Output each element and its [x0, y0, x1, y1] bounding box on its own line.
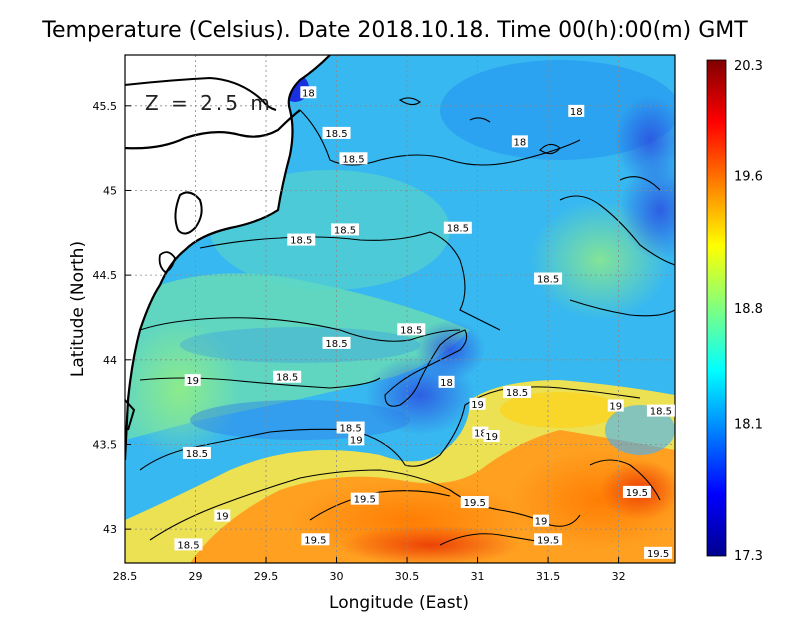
contour-label-bg [350, 492, 379, 505]
contour-label: 18.5 [325, 339, 347, 350]
contour-label: 19.5 [626, 488, 648, 499]
contour-label-bg [534, 533, 563, 546]
contour-label-bg [646, 404, 675, 417]
contour-label-bg [397, 323, 426, 336]
contour-label-bg [322, 126, 351, 139]
contour-label-bg [331, 223, 359, 236]
x-tick-label: 32 [612, 570, 626, 583]
contour-label-bg [534, 272, 563, 285]
contour-label: 18.5 [506, 388, 528, 399]
x-tick-label: 29 [189, 570, 203, 583]
contour-label: 18.5 [325, 129, 347, 140]
contour-label-bg [483, 430, 500, 442]
contour-label: 19.5 [354, 495, 376, 506]
colorbar-tick-label: 17.3 [734, 549, 763, 564]
contour-label-bg [184, 374, 201, 387]
contour-label-bg [644, 546, 673, 559]
contour-label: 19.5 [464, 498, 486, 509]
contour-label-bg [301, 533, 330, 546]
contour-label-bg [273, 370, 302, 383]
plot-frame [124, 54, 676, 564]
contour-label: 18 [514, 137, 527, 148]
contour-label-bg [607, 399, 624, 412]
colorbar-tick-label: 20.3 [734, 59, 763, 74]
contour-label: 19 [471, 400, 484, 411]
contour-labels: 18 18 18.5 18 18.5 18.5 18.5 18.5 18.5 18.5 18.5 18… [174, 86, 675, 560]
x-axis-ticks: 28.5 29 29.5 30 30.5 31 31.5 32 [113, 557, 626, 583]
contour-label: 18.5 [186, 449, 208, 460]
contour-label: 18.5 [447, 224, 469, 235]
colorbar: 20.3 19.6 18.8 18.1 17.3 [706, 59, 763, 564]
contour-label: 19.5 [647, 549, 669, 560]
contour-label: 19 [350, 435, 363, 446]
contour-label: 19 [609, 402, 622, 413]
x-tick-label: 30.5 [395, 570, 420, 583]
y-tick-label: 43 [103, 523, 117, 536]
x-tick-label: 31.5 [536, 570, 561, 583]
contour-label-bg [469, 397, 486, 410]
colorbar-scale [706, 59, 727, 557]
contour-label-bg [622, 485, 651, 498]
contour-label-bg [336, 421, 365, 434]
contour-label: 18.5 [290, 236, 312, 247]
colorbar-ticks: 20.3 19.6 18.8 18.1 17.3 [734, 59, 763, 564]
y-tick-label: 45 [103, 184, 117, 197]
contour-label: 18.5 [400, 325, 422, 336]
contour-label: 19.5 [537, 535, 559, 546]
y-tick-label: 43.5 [93, 438, 118, 451]
x-tick-label: 28.5 [113, 570, 138, 583]
y-axis-ticks: 43 43.5 44 44.5 45 45.5 [93, 100, 131, 536]
contour-label: 18.5 [650, 407, 672, 418]
x-tick-label: 31 [471, 570, 485, 583]
y-tick-label: 44 [103, 354, 117, 367]
contour-label-bg [287, 233, 316, 246]
contour-label: 18 [474, 429, 487, 440]
contour-label-bg [503, 385, 532, 398]
depth-label: Z = 2.5 m [145, 91, 273, 115]
contour-label-bg [322, 336, 351, 349]
contour-label: 18.5 [340, 424, 362, 435]
contour-label-bg [214, 509, 231, 522]
contour-label-bg [438, 375, 455, 388]
contour-label: 18.5 [276, 373, 298, 384]
colorbar-tick-label: 18.8 [734, 302, 763, 317]
contour-label: 18.5 [177, 540, 199, 551]
contour-label: 18.5 [334, 225, 356, 236]
contour-label-bg [348, 433, 365, 446]
contour-label-bg [443, 221, 472, 234]
contour-label: 19.5 [304, 535, 326, 546]
contour-label: 19 [485, 432, 498, 443]
contour-label-bg [460, 496, 489, 509]
contour-label-bg [300, 86, 317, 99]
gridlines [125, 55, 675, 563]
contour-label-bg [339, 152, 368, 165]
colorbar-tick-label: 18.1 [734, 418, 763, 433]
contour-label-bg [174, 538, 203, 551]
contour-label-bg [511, 135, 528, 148]
contour-label: 19 [216, 512, 229, 523]
temperature-field [125, 55, 675, 563]
contour-label-bg [533, 514, 550, 527]
contour-label: 18 [440, 378, 453, 389]
x-tick-label: 29.5 [254, 570, 279, 583]
y-tick-label: 44.5 [93, 269, 118, 282]
y-tick-label: 45.5 [93, 100, 118, 113]
contour-label: 18 [302, 88, 315, 99]
contour-label: 18 [570, 107, 583, 118]
colorbar-tick-label: 19.6 [734, 170, 763, 185]
contour-label: 19 [535, 517, 548, 528]
contour-label-bg [568, 104, 585, 117]
contour-label: 18.5 [342, 154, 364, 165]
x-tick-label: 30 [330, 570, 344, 583]
y-axis-label: Latitude (North) [68, 241, 88, 377]
contour-label: 18.5 [537, 275, 559, 286]
x-axis-label: Longitude (East) [329, 593, 469, 613]
map-title: Temperature (Celsius). Date 2018.10.18. … [42, 18, 748, 43]
contour-label-bg [182, 446, 211, 459]
contour-label: 19 [186, 376, 199, 387]
